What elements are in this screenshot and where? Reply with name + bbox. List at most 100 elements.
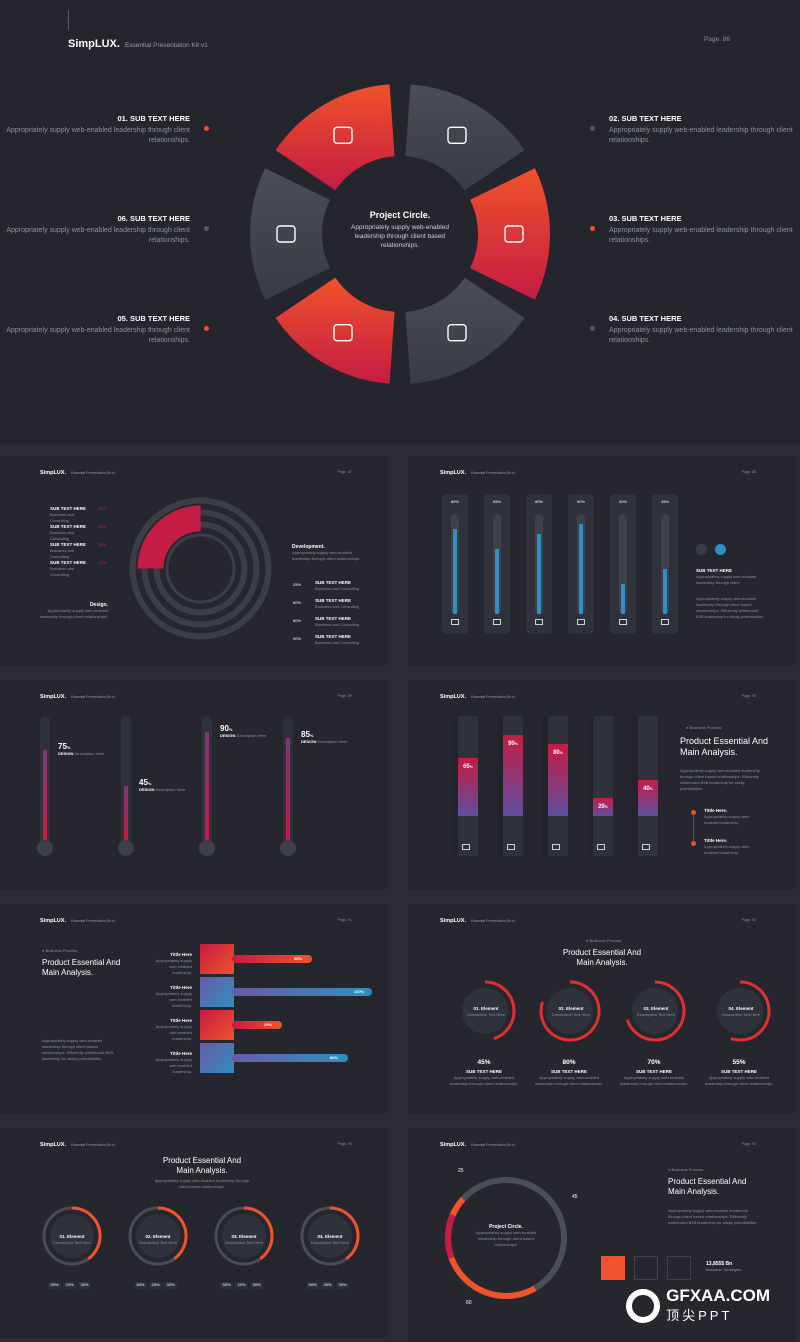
item-01: 01. SUB TEXT HERE Appropriately supply we… (6, 114, 190, 144)
percent: 25% (98, 542, 107, 547)
logo-icon (626, 1288, 661, 1323)
page-number: Page. 88 (741, 470, 756, 474)
percent: 35% (98, 506, 107, 511)
row-text: Tittle Here Appropriately supply web enab… (155, 1018, 192, 1041)
icon-tile-active[interactable] (601, 1256, 625, 1280)
item-03: 03. SUB TEXT HERE Appropriately supply we… (609, 214, 793, 244)
team-icon (447, 126, 467, 144)
brand: SimpLUX. Essential Presentation Kit v1 (40, 470, 116, 476)
bullet-dot (204, 226, 209, 231)
donut-svg (300, 1206, 360, 1266)
donut-label: 03. Element Description Text Here (636, 1006, 676, 1017)
timeline-dot (691, 841, 696, 846)
row-text: Tittle Here Appropriately supply web enab… (155, 985, 192, 1008)
thermo-label: 85% DESIGN Description Here (301, 730, 348, 745)
rings-chart (129, 497, 272, 640)
page-number: Page. 90 (741, 694, 756, 698)
divider (68, 10, 69, 30)
icon-tile[interactable] (634, 1256, 658, 1280)
camera-icon (333, 126, 353, 144)
bar-fill (579, 524, 583, 614)
label-45: 45 (572, 1194, 578, 1200)
bar-fill (537, 534, 541, 614)
progress-label: 80% (330, 1055, 339, 1060)
donut-percent: 55% (732, 1059, 746, 1066)
donut-chart (298, 1204, 362, 1273)
bar3d-side (497, 716, 503, 856)
image-icon (504, 225, 524, 243)
donut-inner (547, 988, 593, 1034)
donut-inner (462, 988, 508, 1034)
pill: 30% (164, 1282, 177, 1289)
brand: SimpLUX. Essential Presentation Kit v1 (40, 694, 116, 700)
page-number: Page. 92 (741, 918, 756, 922)
bar-icon (493, 619, 501, 625)
bar-icon (451, 619, 459, 625)
page-number: Page. 86 (703, 36, 730, 43)
kicker: ● Business Process (668, 1167, 704, 1172)
donut-label: 03. Element Description Text Here (224, 1234, 264, 1245)
donut-percent: 70% (647, 1059, 661, 1066)
design-block: Design. Appropriately supply web-enabled … (39, 602, 108, 619)
donut-svg (454, 980, 516, 1042)
percent: 28% (98, 524, 107, 529)
section-title: Product Essential And Main Analysis. (162, 1156, 242, 1175)
row-text: Tittle Here Appropriately supply web enab… (155, 952, 192, 975)
donut-value (624, 980, 686, 1042)
donut-percent: 80% (562, 1059, 576, 1066)
donut-value (454, 980, 516, 1042)
list-item: SUB TEXT HERE Business and Consulting (50, 524, 87, 541)
list-item: SUB TEXT HERE Business and Consulting (315, 634, 360, 645)
bar-fill (453, 529, 457, 614)
brand: SimpLUX. Essential Presentation Kit v1 (440, 470, 516, 476)
slide-thermometers: SimpLUX. Essential Presentation Kit v1 Pa… (0, 680, 388, 890)
page-number: Page. 87 (337, 470, 352, 474)
row-text: Tittle Here Appropriately supply web enab… (155, 1051, 192, 1074)
thermo-label: 90% DESIGN Description Here (220, 724, 267, 739)
donut-inner (717, 988, 763, 1034)
bar3d-side (587, 716, 593, 856)
donut-inner (136, 1214, 180, 1258)
bar3d-label: 80% (553, 750, 563, 756)
bar3d-label: 90% (508, 741, 518, 747)
page-number: Page. 94 (741, 1142, 756, 1146)
percent: 60% (293, 600, 302, 605)
list-item: SUB TEXT HERE Business and Consulting (315, 616, 360, 627)
bullet-dot (204, 326, 209, 331)
bar3d-fill (458, 757, 478, 816)
bar3d-side (632, 716, 638, 856)
icon-tile[interactable] (667, 1256, 691, 1280)
slide-big-circle: SimpLUX. Essential Presentation Kit v1 Pa… (408, 1128, 796, 1342)
slide-rings: SimpLUX. Essential Presentation Kit v1 Pa… (0, 456, 388, 666)
bar3d-icon (552, 844, 560, 850)
donut-chart (212, 1204, 276, 1273)
bar-icon (619, 619, 627, 625)
bar3d-icon (642, 844, 650, 850)
donut-svg (214, 1206, 274, 1266)
circle-segment (470, 168, 550, 300)
list-item: SUB TEXT HERE Business and Consulting (50, 542, 87, 559)
bar-label: 80% (534, 499, 543, 504)
thermo-label: 45% DESIGN Description Here (139, 778, 186, 793)
desc-text: Appropriately supply web-enabled leaders… (668, 1208, 758, 1225)
project-circle (250, 84, 550, 384)
bar-label: 45% (660, 499, 669, 504)
center-text: Project Circle. Appropriately supply web-… (475, 1224, 537, 1247)
page-number: Page. 91 (337, 918, 352, 922)
watermark-title: GFXAA.COM (666, 1286, 770, 1305)
label-60: 60 (466, 1300, 472, 1306)
list-item: SUB TEXT HERE Business and Consulting (315, 598, 360, 609)
center-title: Project Circle. (369, 210, 431, 220)
page-number: Page. 93 (337, 1142, 352, 1146)
donut-label: 02. Element Description Text Here (551, 1006, 591, 1017)
thermo-bulb (280, 840, 296, 856)
bar3d-fill (548, 744, 568, 816)
list-item: SUB TEXT HERE Business and Consulting (50, 506, 87, 523)
cube (200, 977, 234, 1007)
kicker: ● Business Process (42, 948, 78, 953)
bar3d-fill (638, 780, 658, 816)
circle-segment (275, 84, 395, 191)
donut-value (709, 980, 771, 1042)
watermark-sub: 顶尖PPT (666, 1308, 733, 1323)
donut-chart (537, 978, 603, 1049)
